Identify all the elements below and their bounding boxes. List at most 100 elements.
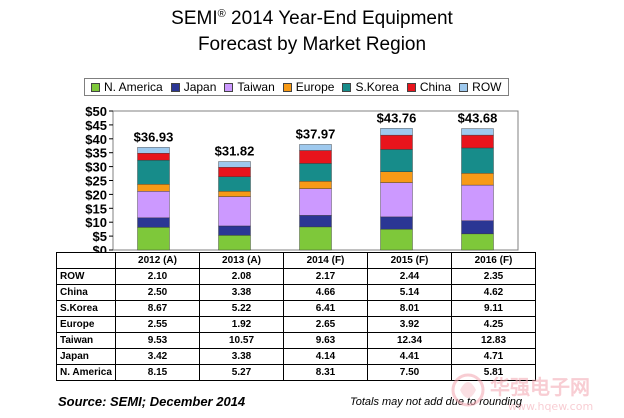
legend-label: S.Korea <box>355 80 399 94</box>
total-label-2: $37.97 <box>296 126 336 141</box>
bar-segment-0-3 <box>380 228 413 251</box>
table-cell: 2.08 <box>199 268 284 285</box>
table-row: N. America 8.15 5.27 8.31 7.50 5.81 <box>56 364 536 381</box>
bar-segment-3-0 <box>137 184 170 192</box>
bar-segment-3-3 <box>380 171 413 183</box>
bar-segment-0-4 <box>461 233 494 251</box>
y-tick-label: $25 <box>85 174 107 189</box>
table-cell: 3.42 <box>115 348 200 365</box>
bar-segment-2-4 <box>461 184 494 221</box>
watermark-url-text: www.hqew.com <box>508 400 593 413</box>
table-cell: 12.83 <box>451 332 536 349</box>
table-cell: 5.27 <box>199 364 284 381</box>
legend-swatch <box>170 82 180 92</box>
table-cell: 4.41 <box>367 348 452 365</box>
legend-swatch <box>406 82 416 92</box>
table-cell: 8.01 <box>367 300 452 317</box>
legend-swatch <box>282 82 292 92</box>
table-row-label: Taiwan <box>56 332 116 349</box>
bar-segment-1-4 <box>461 220 494 235</box>
table-cell: 8.67 <box>115 300 200 317</box>
bar-segment-3-2 <box>299 181 332 189</box>
table-row-label: ROW <box>56 268 116 285</box>
bar-segment-6-0 <box>137 147 170 154</box>
bar-segment-1-1 <box>218 225 251 236</box>
table-cell: 1.92 <box>199 316 284 333</box>
table-cell: 2.44 <box>367 268 452 285</box>
y-tick-label: $50 <box>85 104 107 119</box>
table-cell: 2.65 <box>283 316 368 333</box>
table-cell: 10.57 <box>199 332 284 349</box>
legend-swatch <box>459 82 469 92</box>
bar-segment-6-3 <box>380 128 413 136</box>
total-label-1: $31.82 <box>215 144 255 159</box>
data-table: 2012 (A) 2013 (A) 2014 (F) 2015 (F) 2016 (F)… <box>56 252 536 381</box>
table-cell: 4.71 <box>451 348 536 365</box>
table-row: Japan 3.42 3.38 4.14 4.41 4.71 <box>56 348 536 365</box>
table-row: Taiwan 9.53 10.57 9.63 12.34 12.83 <box>56 332 536 349</box>
table-corner <box>56 252 116 269</box>
bar-segment-4-0 <box>137 159 170 185</box>
table-column-header: 2013 (A) <box>199 252 284 269</box>
table-cell: 2.55 <box>115 316 200 333</box>
legend-item-0: N. America <box>91 80 163 94</box>
watermark-logo-mark <box>460 382 476 398</box>
watermark-logo-icon <box>451 373 485 407</box>
source-note: Source: SEMI; December 2014 <box>58 394 246 409</box>
chart-title-line-1: SEMI® 2014 Year-End Equipment <box>171 8 453 29</box>
table-cell: 4.66 <box>283 284 368 301</box>
table-cell: 9.63 <box>283 332 368 349</box>
bar-segment-0-2 <box>299 226 332 251</box>
table-cell: 2.17 <box>283 268 368 285</box>
legend-swatch <box>91 82 100 92</box>
y-tick-label: $20 <box>85 187 107 202</box>
bar-segment-1-3 <box>380 216 413 230</box>
y-tick-label: $10 <box>85 215 107 230</box>
bar-segment-3-1 <box>218 191 251 197</box>
bar-segment-4-3 <box>380 149 413 172</box>
table-cell: 7.50 <box>367 364 452 381</box>
bar-segment-4-1 <box>218 176 251 192</box>
bar-segment-1-0 <box>137 217 170 228</box>
bar-segment-6-2 <box>299 144 332 151</box>
table-cell: 4.14 <box>283 348 368 365</box>
table-cell: 12.34 <box>367 332 452 349</box>
bar-segment-0-1 <box>218 235 251 251</box>
bar-segment-1-2 <box>299 215 332 228</box>
table-cell: 8.31 <box>283 364 368 381</box>
bar-segment-2-1 <box>218 196 251 227</box>
table-row-label: N. America <box>56 364 116 381</box>
table-row-label: Europe <box>56 316 116 333</box>
chart-title-line-2: Forecast by Market Region <box>197 34 427 55</box>
table-cell: 9.53 <box>115 332 200 349</box>
bar-segment-6-1 <box>218 161 251 168</box>
y-tick-label: $0 <box>93 243 107 252</box>
legend-item-1: Japan <box>170 80 217 94</box>
table-cell: 4.62 <box>451 284 536 301</box>
total-label-0: $36.93 <box>134 129 174 144</box>
watermark-brand-text: 华强电子网 <box>490 375 590 399</box>
y-tick-label: $15 <box>85 201 107 216</box>
bar-segment-2-0 <box>137 191 170 219</box>
hqew-watermark: 华强电子网 www.hqew.com <box>451 373 593 413</box>
table-cell: 3.38 <box>199 284 284 301</box>
table-row: China 2.50 3.38 4.66 5.14 4.62 <box>56 284 536 301</box>
legend-label: Japan <box>183 80 217 94</box>
y-tick-label: $5 <box>93 229 107 244</box>
table-column-header: 2016 (F) <box>451 252 536 269</box>
table-cell: 5.14 <box>367 284 452 301</box>
legend-item-2: Taiwan <box>224 80 275 94</box>
table-cell: 3.92 <box>367 316 452 333</box>
total-label-4: $43.68 <box>458 111 498 126</box>
table-row-label: China <box>56 284 116 301</box>
legend-item-6: ROW <box>459 80 502 94</box>
table-cell: 6.41 <box>283 300 368 317</box>
table-cell: 2.35 <box>451 268 536 285</box>
table-cell: 2.10 <box>115 268 200 285</box>
y-tick-label: $40 <box>85 132 107 147</box>
table-cell: 4.25 <box>451 316 536 333</box>
table-cell: 2.50 <box>115 284 200 301</box>
bar-segment-6-4 <box>461 128 494 136</box>
table-column-header: 2015 (F) <box>367 252 452 269</box>
legend-label: ROW <box>472 80 502 94</box>
